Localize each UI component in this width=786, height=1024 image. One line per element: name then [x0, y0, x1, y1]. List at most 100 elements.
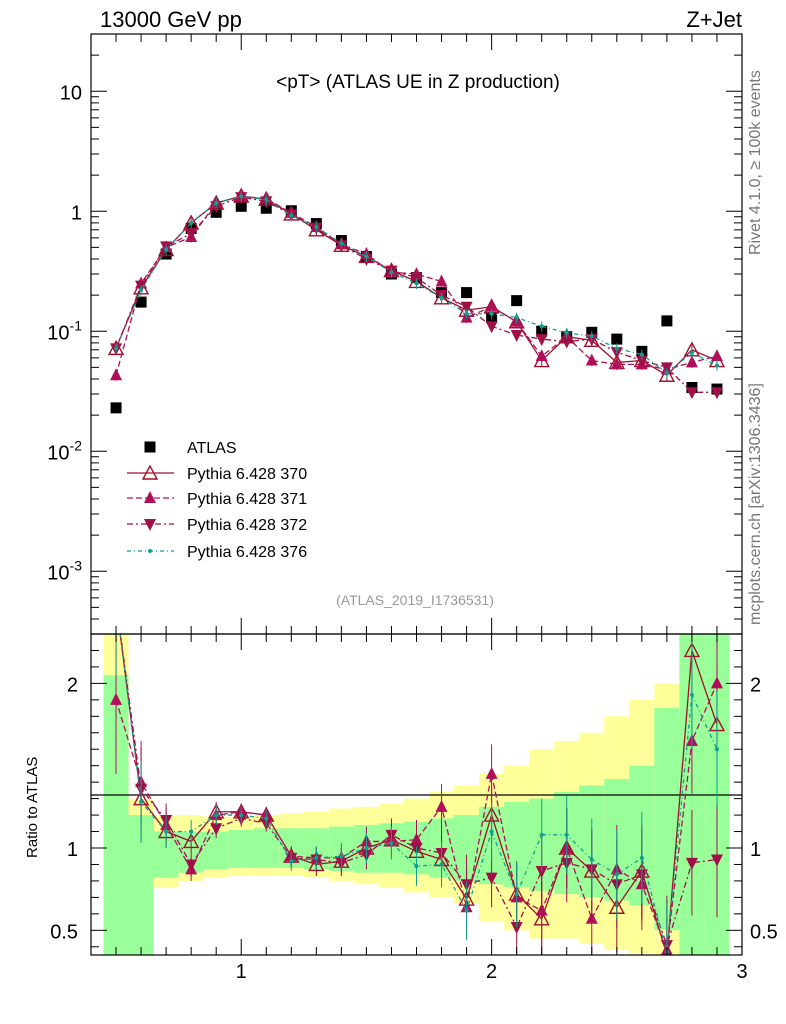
side-label-mcplots: mcplots.cern.ch [arXiv:1306.3436]: [747, 383, 764, 625]
data-point: [461, 287, 473, 299]
data-point: [689, 350, 694, 355]
data-point: [135, 296, 147, 308]
ratio-ytick-label: 1: [67, 839, 78, 861]
data-point: [610, 357, 623, 370]
data-point: [589, 334, 594, 339]
data-point: [664, 370, 669, 375]
legend-marker: [144, 519, 156, 531]
data-point: [685, 355, 698, 368]
ratio-point: [139, 799, 144, 804]
xtick-label: 2: [486, 961, 497, 983]
data-point: [658, 366, 676, 382]
ratio-point: [485, 872, 498, 885]
ratio-point: [464, 908, 469, 913]
ratio-point: [585, 911, 598, 924]
ratio-point: [214, 813, 219, 818]
axes-group: 1 2 3 10 1 10-1 10-2 10-3 2 2 1 1 0.5 0.5: [47, 33, 778, 983]
ratio-point: [182, 832, 200, 849]
data-point: [110, 368, 123, 381]
header-right: Z+Jet: [686, 7, 742, 32]
data-point: [264, 197, 269, 202]
data-point: [539, 324, 544, 329]
data-point: [614, 346, 619, 351]
data-point: [685, 387, 698, 400]
ratio-point: [435, 799, 448, 812]
ratio-point: [535, 903, 548, 916]
ratio-ytick-label: 0.5: [50, 921, 78, 943]
data-point: [185, 228, 198, 241]
data-point: [110, 402, 122, 414]
data-point: [464, 311, 469, 316]
data-point: [314, 224, 319, 229]
data-point: [485, 321, 498, 334]
data-point: [389, 270, 394, 275]
ratio-point: [114, 599, 118, 603]
main-ytick-label: 1: [71, 202, 82, 224]
data-point: [635, 355, 648, 368]
data-point: [460, 301, 473, 314]
ratio-point: [414, 864, 419, 869]
legend-label: Pythia 6.428 371: [187, 491, 307, 508]
ratio-point: [510, 922, 523, 935]
data-point: [564, 330, 569, 335]
band-stat: [654, 708, 680, 931]
data-point: [514, 315, 519, 320]
ratio-ytick-label-right: 1: [750, 839, 761, 861]
ratio-point: [639, 855, 644, 860]
ratio-series-group: [109, 594, 726, 955]
ratio-ytick-label-right: 2: [750, 674, 761, 696]
data-point: [710, 387, 723, 400]
ratio-point: [485, 766, 498, 779]
legend-marker: [144, 491, 156, 503]
data-point: [508, 313, 525, 329]
main-ytick-label: 10-2: [47, 437, 82, 464]
data-point: [535, 334, 548, 347]
ratio-point: [164, 829, 169, 834]
analysis-tag: (ATLAS_2019_I1736531): [336, 592, 494, 608]
data-point: [189, 220, 194, 225]
legend-label: Pythia 6.428 370: [187, 466, 307, 483]
ratio-ytick-label-right: 0.5: [750, 921, 778, 943]
data-point: [535, 349, 548, 362]
main-series-group: [107, 187, 726, 414]
ratio-point: [710, 676, 723, 689]
data-point: [435, 274, 448, 287]
data-point: [710, 349, 723, 362]
ratio-point: [109, 594, 123, 607]
data-point: [364, 254, 369, 259]
ratio-point: [289, 859, 294, 864]
ratio-point: [210, 823, 223, 836]
ratio-point: [710, 854, 723, 867]
data-point: [489, 311, 494, 316]
data-point: [714, 363, 719, 368]
ratio-point: [589, 857, 594, 862]
data-point: [439, 295, 444, 300]
band-stat: [228, 829, 254, 868]
main-ytick-label: 10-1: [47, 317, 82, 344]
ratio-point: [189, 829, 194, 834]
data-point: [510, 330, 523, 343]
side-label-rivet: Rivet 4.1.0, ≥ 100k events: [747, 70, 764, 255]
main-ytick-label: 10-3: [47, 557, 82, 584]
ratio-point: [364, 846, 369, 850]
data-point: [139, 288, 144, 293]
data-point: [661, 315, 673, 327]
ratio-point: [489, 829, 494, 834]
band-stat: [253, 828, 279, 868]
header-left: 13000 GeV pp: [100, 7, 242, 32]
legend-label: Pythia 6.428 372: [187, 517, 307, 534]
data-point: [611, 333, 623, 345]
ratio-point: [314, 855, 319, 860]
ratio-point: [564, 832, 569, 837]
ratio-point: [239, 813, 244, 818]
ratio-ytick-label: 2: [67, 674, 78, 696]
series-line-3: [115, 196, 717, 393]
ratio-point: [514, 892, 519, 897]
data-point: [639, 352, 644, 357]
ratio-point: [614, 872, 619, 877]
legend-marker: [141, 464, 159, 480]
data-point: [239, 194, 244, 199]
ratio-point: [714, 747, 719, 752]
data-point: [214, 201, 219, 206]
